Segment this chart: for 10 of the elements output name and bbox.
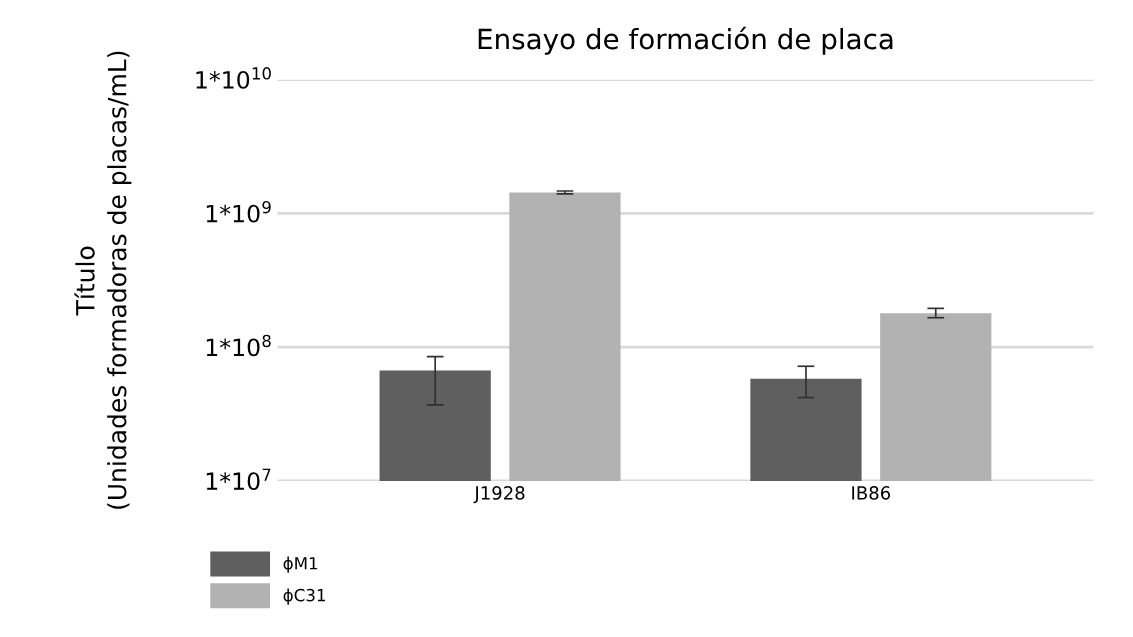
legend-label: ϕM1 [283, 556, 318, 573]
y-axis-title: Título (Unidades formadoras de placas/mL) [74, 51, 132, 509]
y-tick-label: 1*10$^{8}$ [206, 334, 271, 357]
y-tick-label: 1*10$^{7}$ [206, 468, 271, 491]
x-tick-label: J1928 [473, 486, 525, 504]
legend-label: ϕC31 [283, 588, 325, 605]
chart-title: Ensayo de formación de placa [478, 26, 893, 55]
y-tick-label: 1*10$^{10}$ [196, 67, 271, 89]
x-tick-label: IB86 [852, 486, 891, 500]
y-tick-label: 1*10$^{9}$ [206, 200, 271, 223]
